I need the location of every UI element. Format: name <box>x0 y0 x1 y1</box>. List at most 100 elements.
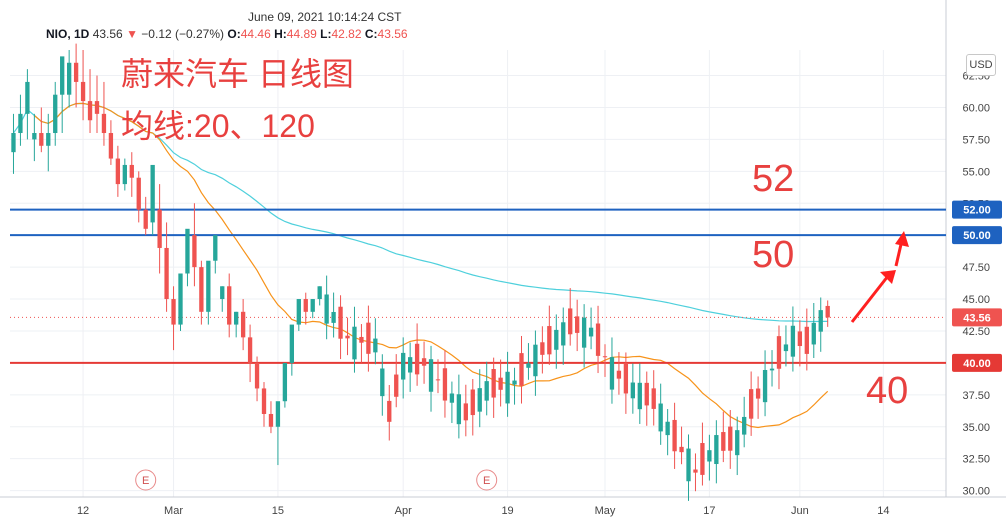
candle-body <box>769 368 775 371</box>
candle-body <box>213 235 218 261</box>
event-label: E <box>483 475 490 487</box>
candle-body <box>651 388 656 409</box>
candle-body <box>776 336 782 369</box>
candle-body <box>192 235 197 268</box>
arrow-annotation <box>850 231 909 323</box>
candle-body <box>421 358 427 366</box>
candle <box>421 341 427 384</box>
candle-body <box>658 403 663 432</box>
candle <box>456 374 462 439</box>
candle-body <box>254 362 260 389</box>
candle-body <box>700 443 705 475</box>
candle-body <box>240 311 246 338</box>
arrow-head-1 <box>880 270 896 284</box>
candle <box>519 335 524 404</box>
candle <box>394 354 399 408</box>
candle-body <box>609 357 615 390</box>
candle-body <box>359 336 364 343</box>
candle-body <box>261 388 267 414</box>
price-tag-40.00: 40.00 <box>952 353 1002 372</box>
candle-body <box>247 337 253 363</box>
x-tick-label: 19 <box>501 505 513 517</box>
candle <box>275 401 281 466</box>
candle <box>352 306 357 373</box>
candle-body <box>164 247 169 300</box>
candle <box>547 305 552 365</box>
change-value: −0.12 (−0.27%) <box>141 27 225 41</box>
candle <box>178 273 183 331</box>
candle-body <box>150 164 155 223</box>
candle <box>742 396 747 448</box>
candle <box>331 292 336 338</box>
candle-body <box>331 311 336 323</box>
candle <box>310 299 315 319</box>
ma-subtitle: 均线:20、120 <box>121 108 315 144</box>
candle-body <box>73 62 79 82</box>
candle-body <box>825 305 830 318</box>
candle-body <box>324 294 329 324</box>
candle-body <box>407 357 413 373</box>
price-tag-last: 43.56 <box>952 308 1002 327</box>
candle <box>672 402 677 469</box>
candle-body <box>296 299 301 325</box>
candle-body <box>818 310 823 332</box>
candle-body <box>199 267 204 312</box>
candle <box>171 286 176 351</box>
candle <box>644 371 649 426</box>
candle-body <box>575 316 580 333</box>
candle-body <box>721 432 726 451</box>
annotation-50: 50 <box>752 234 795 276</box>
candle <box>505 351 510 417</box>
candle <box>39 107 44 153</box>
candle <box>811 302 816 359</box>
candle-body <box>588 327 594 337</box>
candle-body <box>80 81 86 102</box>
event-marker: E <box>135 469 157 491</box>
close-label: C: <box>364 27 378 41</box>
candle-body <box>637 382 642 410</box>
candle <box>735 416 740 476</box>
candle-body <box>227 286 232 325</box>
candle <box>387 384 392 441</box>
candle <box>595 305 601 374</box>
price-tag-50.00: 50.00 <box>952 226 1002 245</box>
x-tick-label: Mar <box>164 505 183 517</box>
candle-body <box>32 133 37 140</box>
candle <box>101 81 107 146</box>
candle <box>616 352 622 395</box>
x-axis-labels: 12 Mar 15 Apr 19 May 17 Jun 14 <box>77 505 890 517</box>
currency-button[interactable]: USD <box>966 54 996 76</box>
candle-body <box>435 379 441 381</box>
high-value: 44.89 <box>286 27 317 41</box>
candle-body <box>748 389 754 419</box>
symbol-label: NIO, 1D <box>46 27 90 41</box>
candle <box>554 314 559 369</box>
candle <box>623 352 629 414</box>
candle <box>449 381 455 424</box>
candle-body <box>352 326 357 360</box>
candle-body <box>143 209 148 229</box>
candle-body <box>39 133 44 146</box>
candle-body <box>484 381 489 401</box>
candle-body <box>185 228 190 274</box>
candle-body <box>811 322 816 345</box>
candle-body <box>25 81 30 114</box>
x-tick-label: 14 <box>877 505 889 517</box>
y-axis-labels: 30.00 32.50 35.00 37.50 40.00 42.50 45.00 47.50… <box>962 71 990 498</box>
candle <box>776 325 782 390</box>
candle <box>686 434 691 501</box>
candle <box>435 359 441 394</box>
candle-body <box>11 133 16 153</box>
candle <box>700 422 705 486</box>
candle <box>512 367 517 405</box>
candles-group <box>11 43 830 501</box>
candle <box>268 401 274 434</box>
candle-body <box>234 311 239 325</box>
candle-body <box>728 426 733 451</box>
price-tag-40.00-bg <box>952 353 1002 372</box>
x-tick-label: Apr <box>395 505 412 517</box>
candle-body <box>498 377 503 390</box>
grid-group <box>10 50 946 497</box>
annotation-52: 52 <box>752 158 795 200</box>
